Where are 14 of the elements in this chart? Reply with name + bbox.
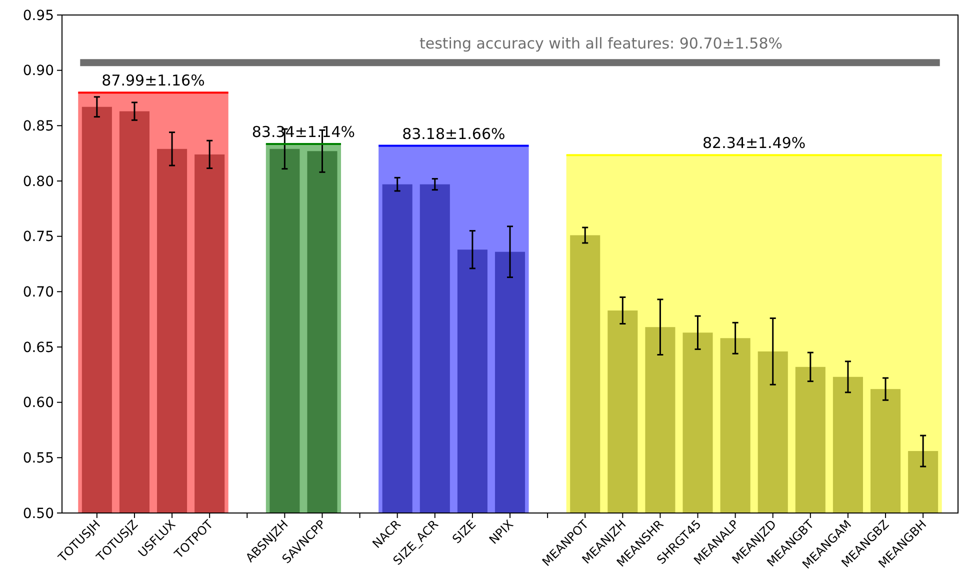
ref-line-label: 87.99±1.16% <box>102 72 205 90</box>
ref-line-label: 82.34±1.49% <box>702 134 806 152</box>
y-tick-label: 0.50 <box>22 506 54 522</box>
ref-line-label: testing accuracy with all features: 90.70±1.58% <box>419 34 783 53</box>
y-tick-label: 0.60 <box>22 395 54 412</box>
y-tick-label: 0.95 <box>22 8 54 24</box>
y-tick-label: 0.90 <box>22 63 54 80</box>
y-tick-label: 0.85 <box>22 118 54 135</box>
y-tick-label: 0.70 <box>22 284 54 301</box>
ref-line-label: 83.18±1.66% <box>402 124 506 143</box>
y-tick-label: 0.75 <box>22 229 54 246</box>
y-tick-label: 0.55 <box>22 450 54 467</box>
y-tick-label: 0.80 <box>22 174 54 190</box>
y-tick-label: 0.65 <box>22 340 54 356</box>
